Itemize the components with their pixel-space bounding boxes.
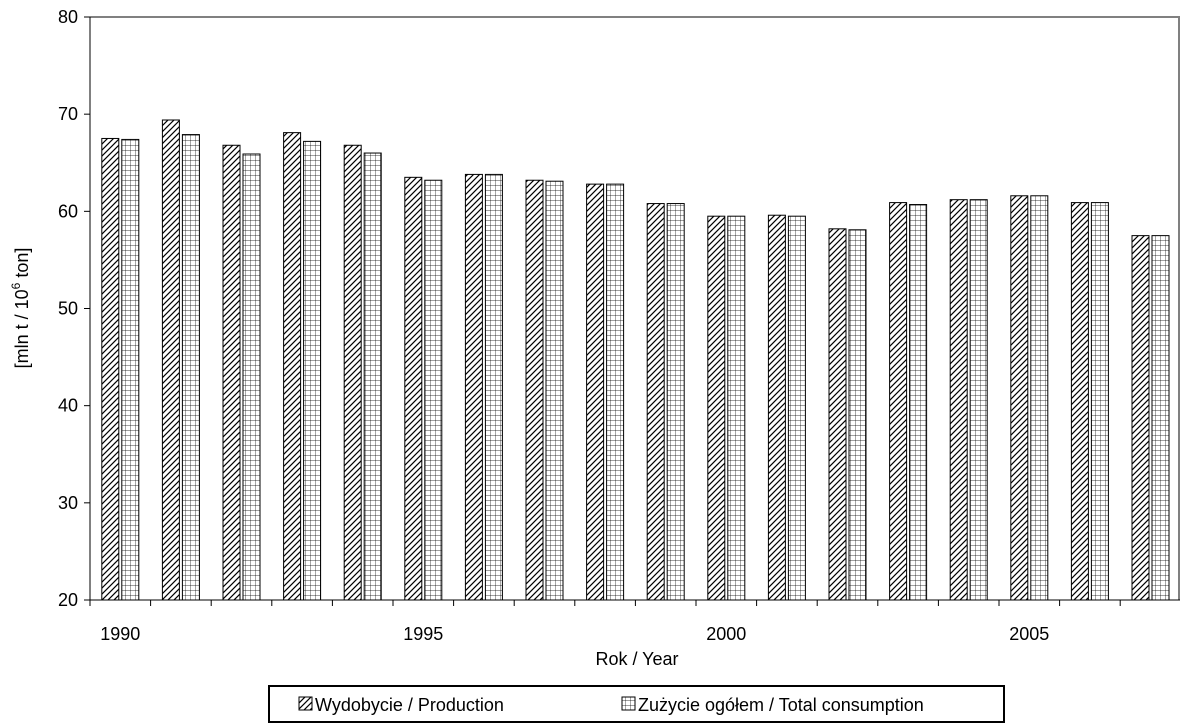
legend-swatch-production	[298, 696, 313, 711]
legend: Wydobycie / Production Zużycie ogółem / …	[268, 685, 1005, 723]
y-tick-label: 60	[58, 201, 78, 221]
x-tick-label: 2000	[706, 624, 746, 644]
bar-consumption-2005	[1030, 195, 1049, 601]
bar-production-1994	[343, 144, 362, 601]
bar-production-2004	[949, 199, 968, 601]
y-tick-label: 20	[58, 590, 78, 610]
y-axis: 20 30 40 50 60 70 80	[58, 7, 91, 610]
bar-production-2003	[889, 202, 908, 601]
y-tick-label: 50	[58, 299, 78, 319]
x-tick-label: 1990	[100, 624, 140, 644]
bar-production-1993	[283, 132, 302, 601]
bar-production-1991	[161, 119, 180, 601]
x-tick-label: 1995	[403, 624, 443, 644]
bar-consumption-1996	[484, 173, 503, 601]
plot-area-frame	[90, 16, 1180, 600]
bar-production-1996	[464, 173, 483, 601]
bar-production-1992	[222, 144, 241, 601]
bar-consumption-1995	[424, 179, 443, 601]
y-tick-label: 70	[58, 104, 78, 124]
bar-production-1995	[404, 176, 423, 601]
bar-production-1990	[101, 137, 120, 601]
bar-consumption-2006	[1090, 202, 1109, 601]
y-tick-label: 80	[58, 7, 78, 27]
y-axis-title-main: [mln t / 10	[12, 289, 32, 368]
bar-consumption-2004	[969, 199, 988, 601]
bar-consumption-1998	[606, 183, 625, 601]
bar-production-1999	[646, 203, 665, 601]
bar-production-2002	[828, 228, 847, 601]
y-axis-title-tail: ton]	[12, 248, 32, 283]
x-axis: 1990 1995 2000 2005	[89, 599, 1180, 644]
bar-consumption-1999	[666, 203, 685, 601]
legend-label-production: Wydobycie / Production	[315, 695, 504, 715]
bars-group	[101, 119, 1170, 601]
y-axis-title-superscript: 6	[9, 282, 23, 289]
bar-consumption-1991	[181, 134, 200, 601]
bar-production-2001	[767, 214, 786, 601]
bar-consumption-1993	[303, 140, 322, 601]
bar-consumption-1997	[545, 180, 564, 601]
legend-swatch-consumption	[621, 696, 636, 711]
bar-consumption-2001	[787, 215, 806, 601]
legend-box	[268, 685, 1005, 723]
x-axis-title: Rok / Year	[595, 649, 678, 669]
bar-consumption-1992	[242, 153, 261, 601]
bar-production-2007	[1131, 235, 1150, 601]
bar-production-2006	[1070, 202, 1089, 601]
bar-production-2005	[1010, 195, 1029, 601]
bar-consumption-1994	[363, 152, 382, 601]
y-axis-title: [mln t / 106 ton]	[9, 248, 32, 369]
y-tick-label: 40	[58, 396, 78, 416]
x-tick-label: 2005	[1009, 624, 1049, 644]
bar-consumption-2007	[1151, 235, 1170, 601]
bar-production-2000	[707, 215, 726, 601]
bar-consumption-1990	[121, 138, 140, 601]
bar-production-1997	[525, 179, 544, 601]
bar-production-1998	[586, 183, 605, 601]
bar-consumption-2003	[909, 204, 928, 601]
y-tick-label: 30	[58, 493, 78, 513]
bar-consumption-2000	[727, 215, 746, 601]
legend-label-consumption: Zużycie ogółem / Total consumption	[638, 695, 924, 715]
bar-consumption-2002	[848, 229, 867, 601]
